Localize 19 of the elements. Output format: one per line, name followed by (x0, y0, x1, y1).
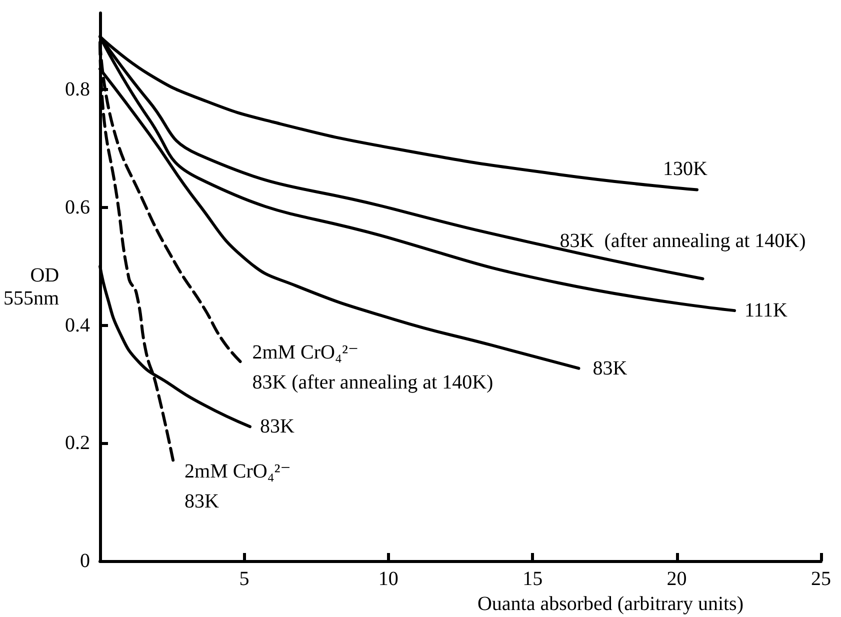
x-tick-label: 20 (666, 568, 687, 590)
y-tick-label: 0 (80, 550, 90, 572)
series-label: 111K (744, 300, 788, 322)
series-label: 2mM CrO₄²⁻ 83K (after annealing at 140K) (252, 341, 494, 394)
y-axis-title: OD 555nm (4, 264, 60, 310)
y-tick-label: 0.4 (65, 314, 90, 336)
x-tick-label: 10 (378, 568, 398, 590)
x-tick-label: 5 (239, 568, 250, 590)
series-label: 2mM CrO₄²⁻ 83K (184, 460, 291, 513)
series-label: 83K (260, 416, 295, 438)
x-axis-title: Ouanta absorbed (arbitrary units) (477, 592, 744, 615)
y-tick-label: 0.2 (65, 432, 90, 454)
y-tick-label: 0.8 (65, 78, 90, 101)
series-label: 83K (592, 357, 628, 380)
y-tick-label: 0.6 (65, 196, 90, 218)
x-tick-label: 15 (522, 568, 543, 590)
x-tick-label: 25 (811, 568, 831, 590)
series-label: 130K (662, 158, 708, 180)
series-label: 83K (after annealing at 140K) (560, 230, 806, 252)
